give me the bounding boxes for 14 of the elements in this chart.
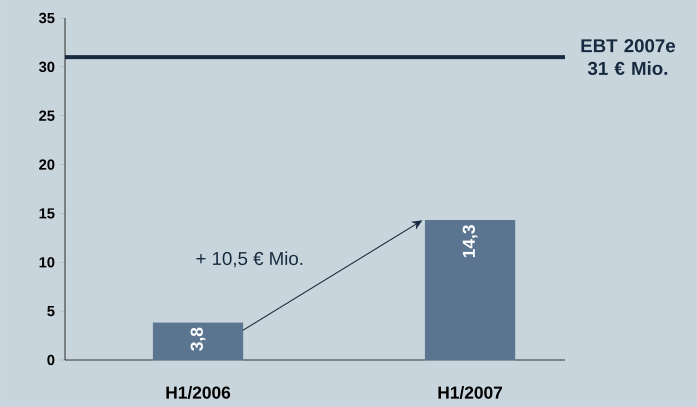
y-tick-label: 15 [40,208,55,219]
y-tick-label: 0 [47,354,54,366]
y-tick-label: 25 [39,110,55,121]
x-tick-label: H1/2006 [166,386,230,399]
annotation: + 10,5 € Mio. [196,251,302,268]
y-tick-label: 5 [47,306,55,316]
y-tick-label: 35 [38,12,55,24]
y-tick-label: 10 [40,257,54,268]
data-label: 14,3 [462,225,478,258]
x-tick-label: H1/2007 [438,386,502,399]
y-tick-label: 20 [39,159,54,170]
ref-line-label: EBT 2007e 31 € Mio. [581,39,675,76]
y-tick-label: 30 [38,62,54,72]
data-label: 3,8 [190,328,206,351]
